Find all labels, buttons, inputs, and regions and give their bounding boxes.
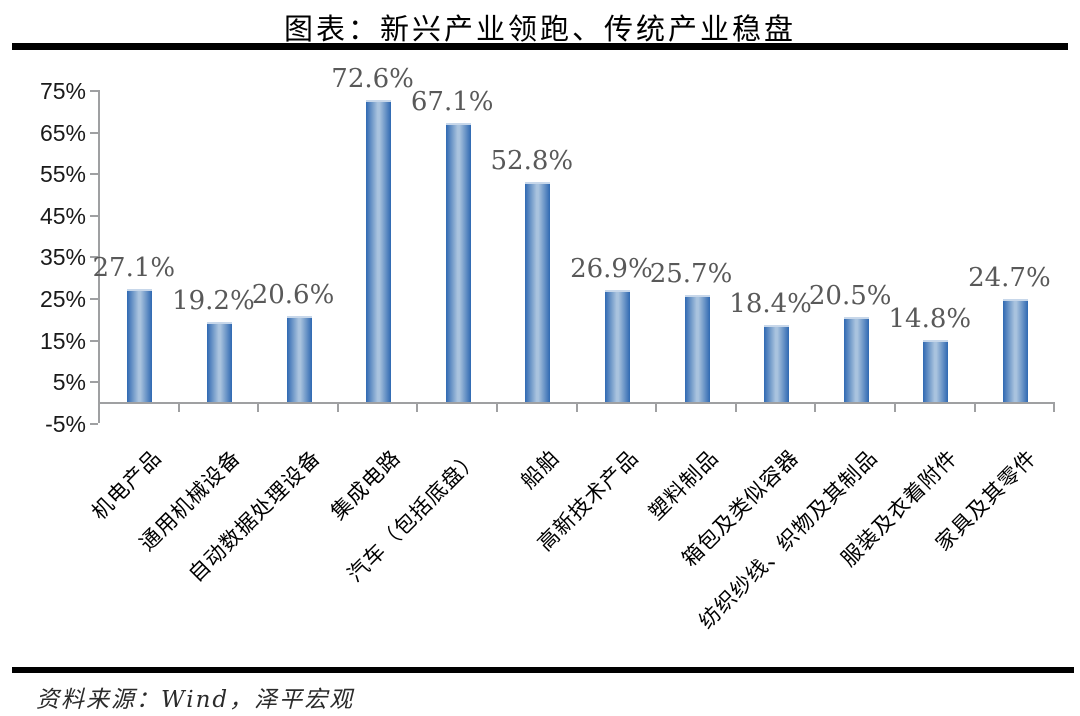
y-axis-tick (90, 339, 98, 342)
bar-value-label: 52.8% (490, 146, 574, 177)
y-axis-tick (90, 173, 98, 176)
bar-value-label: 25.7% (649, 259, 733, 290)
x-axis-tick (257, 402, 260, 412)
bar-12 (1002, 299, 1028, 402)
bar-value-label: 26.9% (570, 254, 653, 285)
y-axis-tick (90, 422, 98, 425)
bar-value-label: 19.2% (172, 286, 255, 317)
bar-4 (366, 99, 392, 402)
y-axis-tick (90, 214, 98, 217)
y-axis-line (98, 90, 100, 423)
bar-value-label: 14.8% (888, 304, 972, 335)
x-axis-category-label: 船舶 (515, 445, 565, 494)
bar-3 (286, 316, 312, 402)
y-axis-tick-label: 45% (39, 202, 86, 229)
bar-value-label: 72.6% (331, 63, 414, 94)
bar-value-label: 20.5% (808, 280, 892, 311)
x-axis-tick (1053, 402, 1056, 412)
top-divider-rule (12, 43, 1068, 50)
bar-value-label: 20.6% (251, 280, 335, 311)
bar-value-label: 27.1% (92, 253, 176, 284)
y-axis-tick (90, 131, 98, 134)
source-note: 资料来源：Wind，泽平宏观 (36, 687, 355, 713)
y-axis-tick-label: 55% (39, 161, 86, 188)
y-axis-tick (90, 90, 98, 92)
y-axis-tick-label: 65% (39, 119, 86, 146)
bar-11 (923, 340, 949, 402)
bar-9 (764, 325, 790, 402)
x-axis-tick (894, 402, 896, 412)
x-axis-category-label: 机电产品 (86, 445, 167, 525)
y-axis-tick-label: 75% (39, 78, 86, 104)
x-axis-tick (336, 402, 339, 412)
x-axis-tick (496, 402, 498, 412)
x-axis-tick (734, 402, 737, 412)
bar-8 (684, 295, 710, 402)
y-axis-tick-label: 25% (39, 286, 86, 312)
x-axis-category-label: 塑料制品 (644, 445, 724, 525)
y-axis-tick-label: -5% (45, 410, 86, 437)
bar-10 (843, 316, 869, 402)
x-axis-tick (416, 402, 419, 412)
chart-title: 图表：新兴产业领跑、传统产业稳盘 (283, 12, 796, 46)
bottom-divider-rule (12, 667, 1074, 673)
y-axis-tick (90, 256, 98, 259)
x-axis-tick (177, 402, 180, 412)
y-axis-tick-label: 5% (52, 369, 86, 396)
x-axis-tick (814, 402, 817, 412)
y-axis-tick (90, 381, 98, 384)
bar-6 (525, 182, 551, 402)
bar-2 (206, 322, 232, 402)
x-axis-tick (973, 402, 976, 412)
y-axis-tick-label: 15% (39, 327, 86, 354)
bar-value-label: 24.7% (968, 263, 1051, 294)
y-axis-tick-label: 35% (39, 244, 86, 271)
bar-value-label: 18.4% (729, 289, 812, 320)
bar-7 (604, 290, 630, 402)
x-axis-tick (575, 402, 578, 412)
bar-1 (127, 289, 153, 402)
y-axis-tick (90, 298, 98, 300)
bar-value-label: 67.1% (410, 86, 494, 117)
bar-5 (445, 122, 471, 402)
x-axis-category-label: 集成电路 (325, 445, 405, 525)
x-axis-tick (655, 402, 658, 412)
